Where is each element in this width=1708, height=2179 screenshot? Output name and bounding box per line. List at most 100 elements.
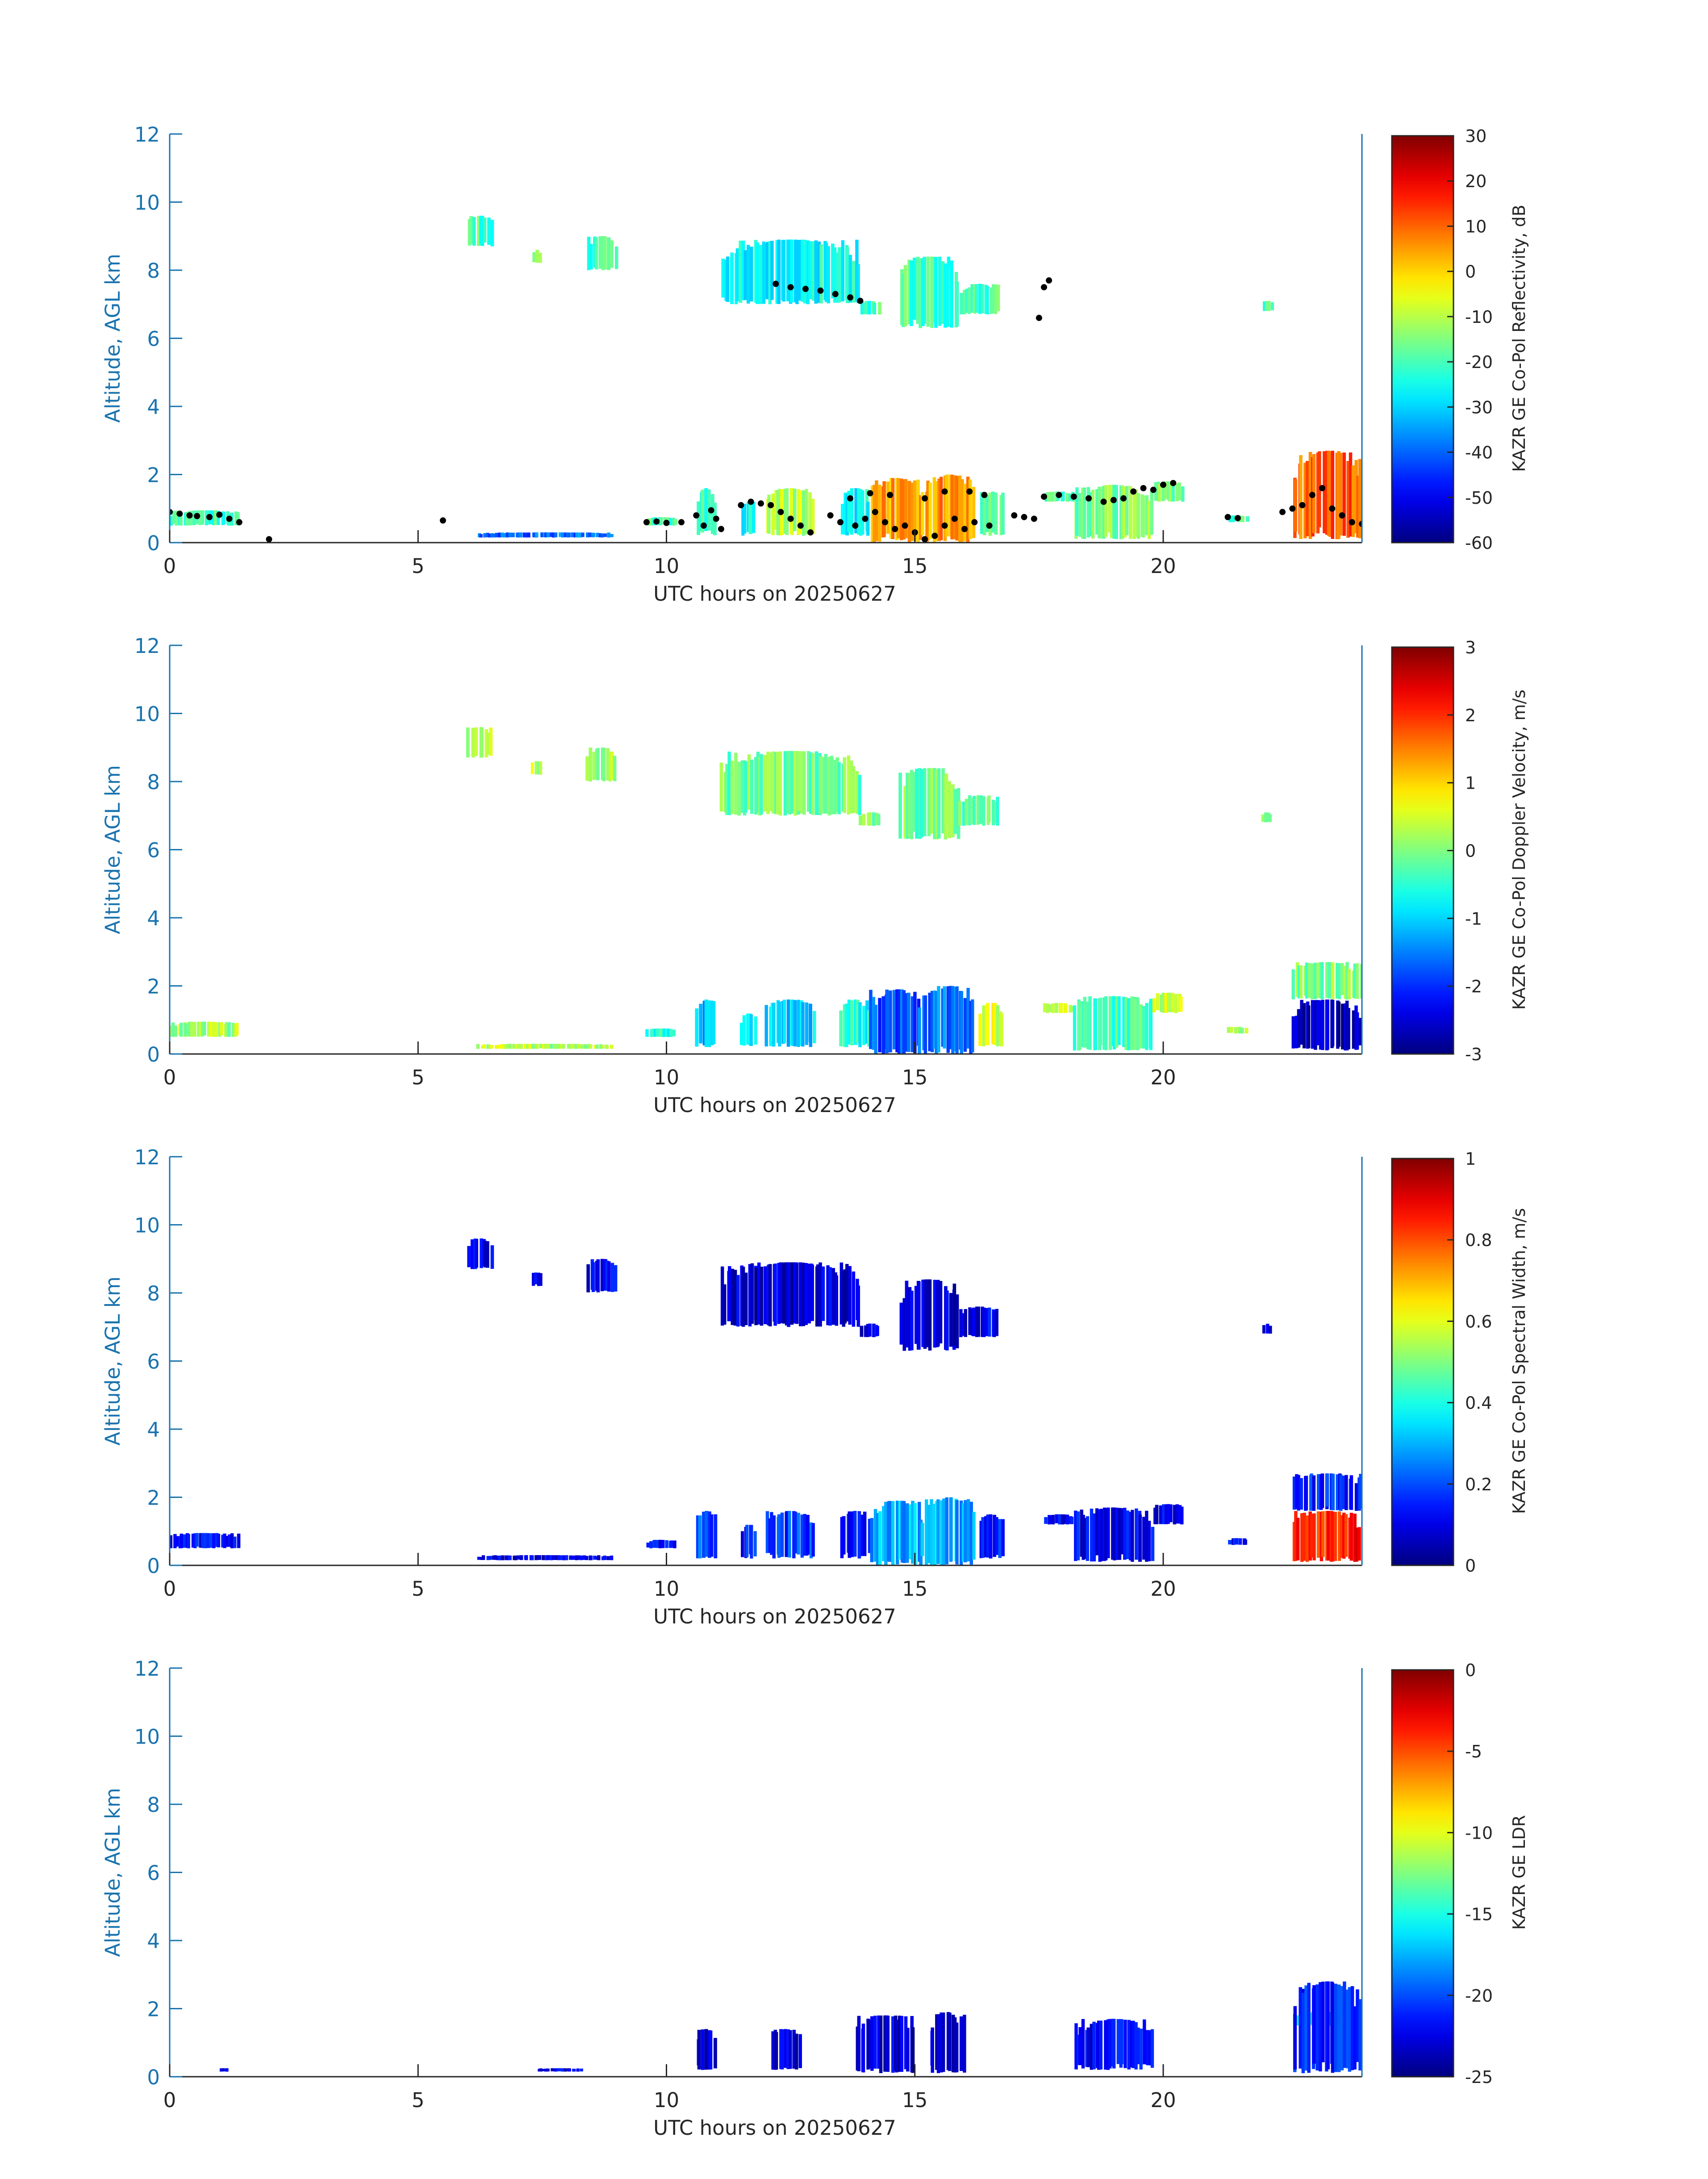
echo-region bbox=[476, 1044, 614, 1049]
echo-region bbox=[466, 727, 493, 758]
cloud-base-point bbox=[768, 502, 774, 509]
echo-region bbox=[869, 989, 926, 1054]
cloud-base-point bbox=[700, 522, 707, 529]
echo-region bbox=[860, 1323, 879, 1337]
cloud-base-point bbox=[931, 532, 938, 539]
echo-region bbox=[1293, 451, 1362, 540]
colorbar: -60 -50 -40 -30 -20 -10 0 10 20 30 KAZR GE Co-Pol … bbox=[1391, 126, 1529, 553]
x-tick-label: 15 bbox=[902, 2088, 927, 2112]
data-layer bbox=[170, 216, 1362, 543]
cloud-base-point bbox=[266, 536, 272, 543]
cloud-base-point bbox=[738, 502, 744, 509]
colorbar-tick-label: -40 bbox=[1465, 443, 1493, 463]
colorbar-scale bbox=[1391, 1158, 1454, 1566]
cloud-base-point bbox=[170, 509, 173, 515]
y-tick-label: 10 bbox=[134, 703, 160, 726]
cloud-base-point bbox=[643, 519, 650, 526]
echo-region bbox=[925, 474, 976, 543]
y-tick-label: 6 bbox=[147, 839, 160, 862]
echo-region bbox=[899, 1279, 959, 1351]
cloud-base-point bbox=[787, 515, 794, 522]
cloud-base-point bbox=[837, 519, 844, 526]
echo-region bbox=[1153, 1504, 1184, 1525]
echo-region bbox=[960, 284, 1000, 314]
colorbar: 0 0.2 0.4 0.6 0.8 1 KAZR GE Co-Pol Spectral Wi… bbox=[1391, 1149, 1529, 1576]
cloud-base-point bbox=[827, 512, 834, 519]
echo-region bbox=[720, 1262, 860, 1327]
echo-region bbox=[645, 1028, 676, 1037]
y-tick-label: 2 bbox=[147, 1998, 160, 2021]
x-tick-label: 0 bbox=[163, 554, 176, 578]
cloud-base-point bbox=[693, 512, 700, 519]
colorbar-scale bbox=[1391, 646, 1454, 1055]
colorbar-tick-label: 1 bbox=[1465, 774, 1476, 793]
y-tick-label: 8 bbox=[147, 1793, 160, 1817]
y-tick-label: 0 bbox=[147, 531, 160, 555]
cloud-base-point bbox=[1224, 514, 1231, 520]
cloud-base-point bbox=[857, 297, 864, 304]
echo-region bbox=[170, 1021, 239, 1037]
echo-region bbox=[859, 812, 881, 826]
colorbar-tick-label: 1 bbox=[1465, 1149, 1476, 1169]
colorbar-tick-label: 0.4 bbox=[1465, 1393, 1492, 1413]
echo-region bbox=[923, 986, 974, 1054]
cloud-base-point bbox=[1359, 521, 1362, 527]
cloud-base-point bbox=[1036, 314, 1042, 321]
cloud-base-point bbox=[653, 518, 660, 525]
echo-region bbox=[741, 502, 756, 536]
x-tick-label: 20 bbox=[1150, 1066, 1176, 1089]
echo-region bbox=[477, 1555, 614, 1560]
cloud-base-point bbox=[1349, 519, 1355, 526]
echo-region bbox=[739, 1013, 757, 1046]
colorbar: -3 -2 -1 0 1 2 3 KAZR GE Co-Pol Doppler Velocit… bbox=[1391, 638, 1529, 1064]
echo-region bbox=[764, 1000, 816, 1047]
colorbar-tick-label: 0.2 bbox=[1465, 1475, 1492, 1494]
echo-region bbox=[1293, 1981, 1362, 2074]
echo-region bbox=[839, 1000, 871, 1047]
panel-4: 0 2 4 6 8 10 12 0 5 10 15 20 UTC hours on 20250627 Al… bbox=[101, 1657, 1529, 2140]
colorbar-label: KAZR GE Co-Pol Doppler Velocity, m/s bbox=[1509, 690, 1529, 1010]
colorbar-tick-label: 20 bbox=[1465, 171, 1487, 191]
echo-region bbox=[860, 301, 881, 315]
cloud-base-point bbox=[718, 526, 724, 532]
echo-region bbox=[959, 1306, 999, 1337]
y-tick-label: 0 bbox=[147, 2066, 160, 2089]
cloud-base-point bbox=[1289, 505, 1296, 512]
echo-region bbox=[531, 1272, 543, 1286]
echo-region bbox=[170, 1533, 241, 1548]
x-tick-label: 0 bbox=[163, 1066, 176, 1089]
cloud-base-point bbox=[1279, 509, 1286, 515]
cloud-base-point bbox=[941, 488, 948, 495]
echo-region bbox=[771, 2029, 802, 2070]
x-axis-label: UTC hours on 20250627 bbox=[653, 1093, 896, 1117]
cloud-base-point bbox=[439, 517, 446, 524]
echo-region bbox=[646, 1539, 677, 1548]
colorbar-tick-label: 0.8 bbox=[1465, 1230, 1492, 1250]
echo-region bbox=[532, 250, 542, 263]
cloud-base-point bbox=[1041, 284, 1047, 291]
cloud-base-point bbox=[941, 522, 948, 529]
cloud-base-point bbox=[186, 512, 193, 519]
cloud-base-point bbox=[1110, 497, 1117, 503]
y-tick-label: 6 bbox=[147, 327, 160, 351]
cloud-base-point bbox=[922, 495, 928, 502]
colorbar-scale bbox=[1391, 135, 1454, 544]
y-tick-label: 0 bbox=[147, 1554, 160, 1578]
x-tick-label: 10 bbox=[654, 1577, 679, 1601]
echo-region bbox=[1262, 1324, 1272, 1334]
echo-region bbox=[856, 2015, 915, 2073]
colorbar-tick-label: -3 bbox=[1465, 1045, 1482, 1064]
cloud-base-point bbox=[1046, 277, 1052, 284]
y-axis-label: Altitude, AGL km bbox=[101, 1276, 125, 1446]
data-layer bbox=[220, 1981, 1362, 2074]
echo-region bbox=[1292, 1473, 1362, 1511]
colorbar-tick-label: -30 bbox=[1465, 397, 1493, 417]
echo-region bbox=[697, 2029, 717, 2070]
echo-region bbox=[841, 488, 870, 536]
cloud-base-point bbox=[971, 519, 978, 526]
echo-region bbox=[647, 517, 677, 526]
cloud-base-point bbox=[1070, 494, 1077, 500]
